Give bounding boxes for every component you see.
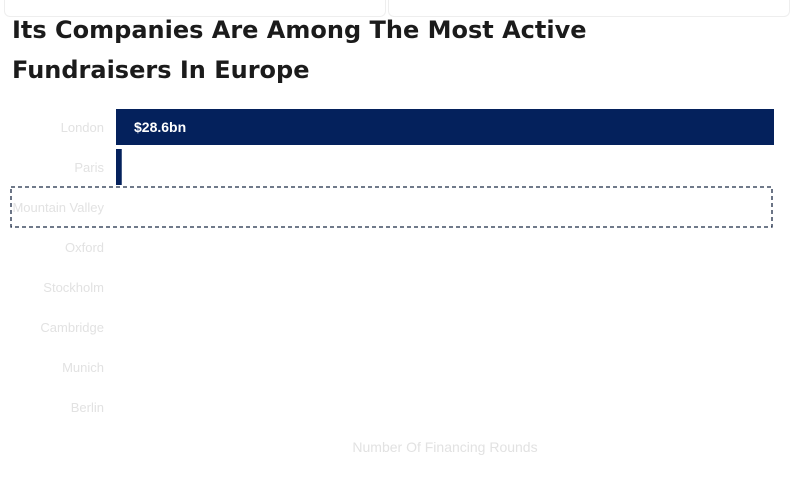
- top-tab-right: [388, 0, 790, 17]
- category-label-stockholm: Stockholm: [43, 280, 104, 295]
- category-label-paris: Paris: [74, 160, 104, 175]
- x-axis-title: Number Of Financing Rounds: [352, 439, 537, 455]
- bar-chart: London $28.6bn Paris Mountain Valley Oxford S…: [10, 109, 774, 455]
- category-label-cambridge: Cambridge: [40, 320, 104, 335]
- category-label-london: London: [61, 120, 104, 135]
- top-tab-left: [4, 0, 386, 17]
- category-label-munich: Munich: [62, 360, 104, 375]
- top-tab-strip: [0, 0, 800, 18]
- chart-title: Its Companies Are Among The Most Active …: [12, 16, 587, 84]
- category-label-mountain-valley: Mountain Valley: [12, 200, 104, 215]
- bar-paris: [116, 149, 122, 185]
- bar-london: [116, 109, 774, 145]
- category-label-oxford: Oxford: [65, 240, 104, 255]
- category-label-berlin: Berlin: [71, 400, 104, 415]
- highlight-box-mountain-valley: [10, 186, 773, 228]
- data-label-london: $28.6bn: [134, 119, 186, 135]
